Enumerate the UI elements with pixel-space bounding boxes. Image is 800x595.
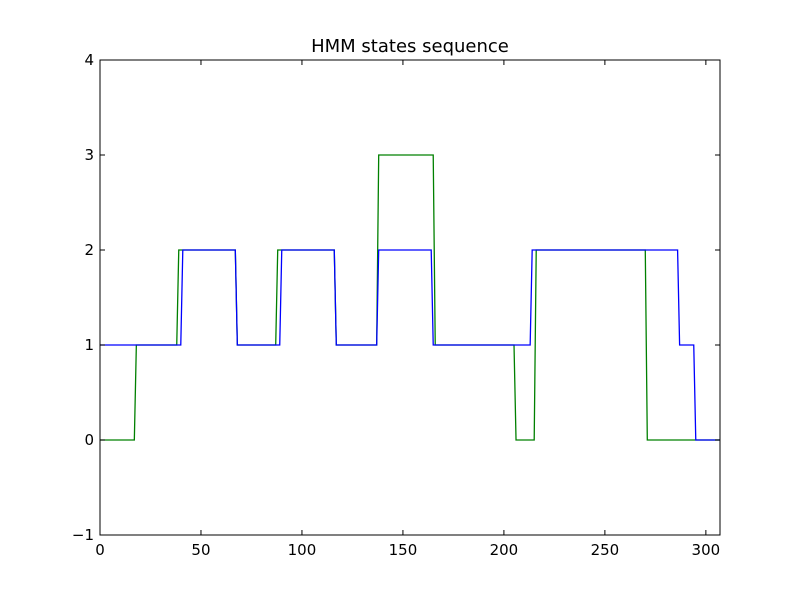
x-tick-label: 0 (95, 541, 105, 559)
x-tick-label: 300 (692, 541, 721, 559)
y-tick-label: 3 (84, 146, 94, 164)
series-line-0 (100, 154, 720, 441)
chart-title: HMM states sequence (311, 36, 509, 57)
y-tick-label: 4 (84, 51, 94, 69)
x-tick-label: 250 (591, 541, 620, 559)
y-tick-label: 0 (84, 431, 94, 449)
x-tick-label: 100 (288, 541, 317, 559)
series-layer (100, 154, 720, 441)
x-tick-label: 200 (490, 541, 519, 559)
plot-area-frame (99, 59, 721, 536)
series-line-1 (100, 249, 720, 441)
x-tick-label: 150 (389, 541, 418, 559)
y-tick-label: −1 (72, 526, 94, 544)
y-tick-label: 2 (84, 241, 94, 259)
y-tick-label: 1 (84, 336, 94, 354)
x-tick-label: 50 (191, 541, 210, 559)
